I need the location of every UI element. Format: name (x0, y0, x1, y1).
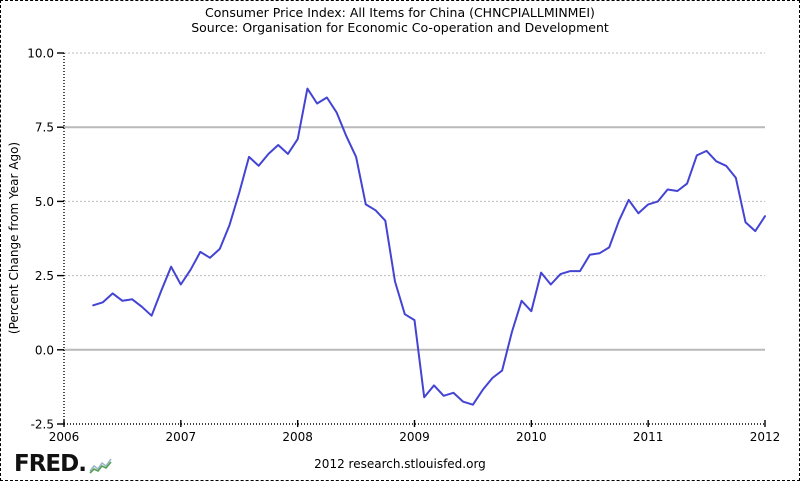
y-axis-title: (Percent Change from Year Ago) (7, 142, 21, 334)
fred-logo-text: FRED. (14, 451, 87, 477)
x-tick-label: 2008 (282, 430, 313, 444)
y-tick-label: 5.0 (35, 195, 54, 209)
chart-title: Consumer Price Index: All Items for Chin… (205, 5, 595, 20)
y-tick-label: 10.0 (27, 47, 54, 61)
fred-logo: FRED. (14, 451, 113, 477)
footer-credit: 2012 research.stlouisfed.org (314, 457, 486, 471)
fred-sparkline-icon (89, 458, 112, 474)
x-tick-label: 2012 (750, 430, 781, 444)
chart-source-subtitle: Source: Organisation for Economic Co-ope… (191, 20, 609, 35)
x-tick-label: 2007 (166, 430, 197, 444)
x-tick-label: 2006 (49, 430, 80, 444)
y-tick-label: 0.0 (35, 343, 54, 357)
y-tick-label: -2.5 (31, 418, 54, 432)
y-tick-label: 2.5 (35, 269, 54, 283)
y-axis-tick-labels: 10.0 7.5 5.0 2.5 0.0 -2.5 (27, 47, 54, 432)
x-axis-tick-labels: 2006 2007 2008 2009 2010 2011 2012 (49, 430, 781, 444)
chart-header: Consumer Price Index: All Items for Chin… (1, 5, 799, 35)
axes (57, 52, 766, 427)
cpi-data-line (92, 87, 766, 406)
x-tick-label: 2010 (516, 430, 547, 444)
gridlines (64, 52, 765, 351)
x-tick-label: 2011 (633, 430, 664, 444)
y-tick-label: 7.5 (35, 121, 54, 135)
x-tick-label: 2009 (399, 430, 430, 444)
